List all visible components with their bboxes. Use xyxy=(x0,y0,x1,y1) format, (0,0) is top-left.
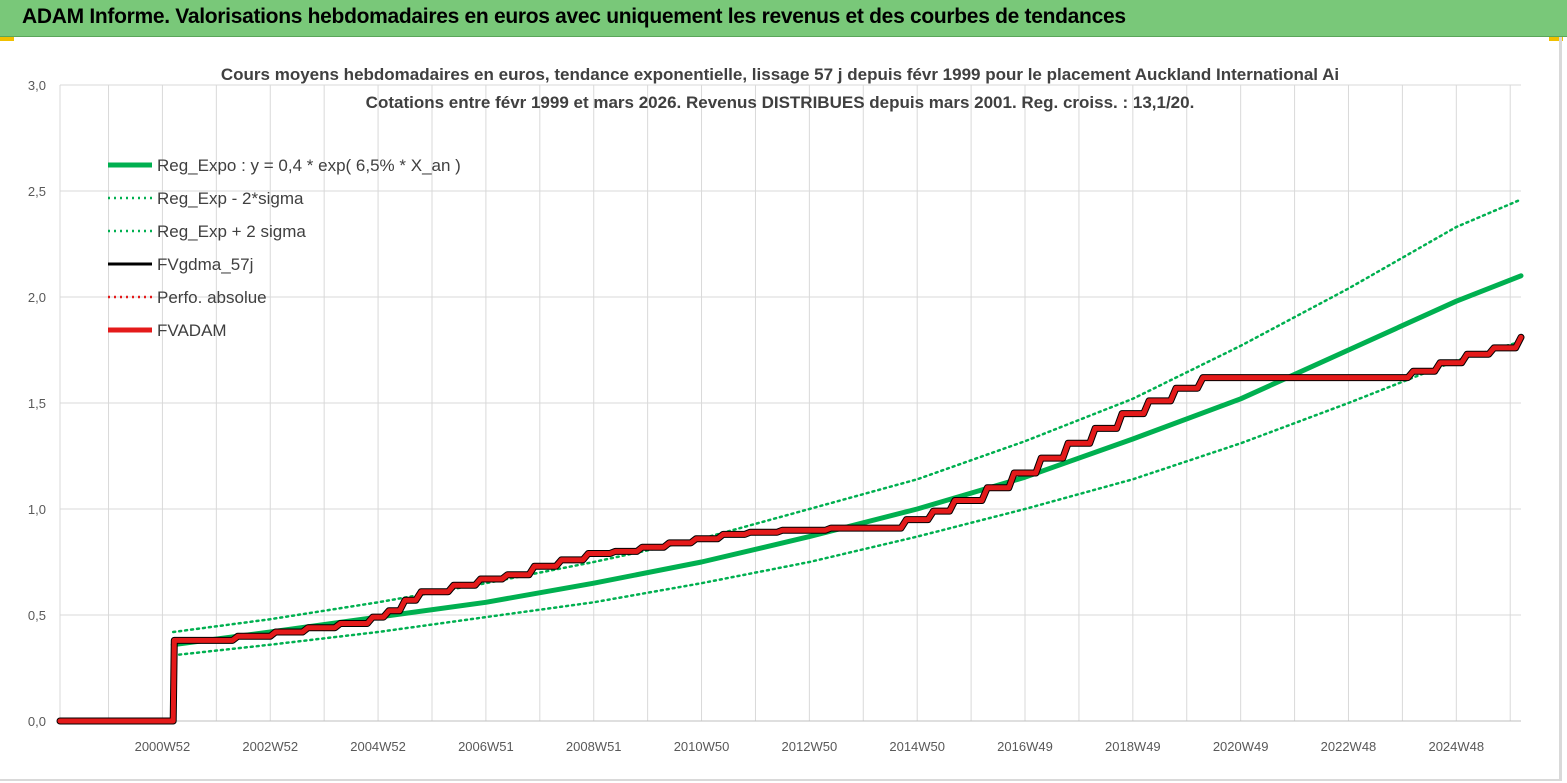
x-tick-label: 2002W52 xyxy=(242,739,298,754)
legend-label: Reg_Exp + 2 sigma xyxy=(157,222,306,241)
x-tick-label: 2006W51 xyxy=(458,739,514,754)
series-line-1 xyxy=(171,340,1523,657)
series-line-5 xyxy=(57,334,1524,724)
legend-label: FVgdma_57j xyxy=(157,255,253,274)
corner-marker xyxy=(1549,37,1563,41)
x-tick-label: 2020W49 xyxy=(1213,739,1269,754)
x-tick-label: 2010W50 xyxy=(674,739,730,754)
y-tick-label: 0,5 xyxy=(28,608,46,623)
y-tick-label: 2,0 xyxy=(28,290,46,305)
x-tick-label: 2018W49 xyxy=(1105,739,1161,754)
legend: Reg_Expo : y = 0,4 * exp( 6,5% * X_an ) R… xyxy=(108,156,461,340)
x-tick-label: 2004W52 xyxy=(350,739,406,754)
gridlines xyxy=(59,84,1521,722)
x-tick-label: 2012W50 xyxy=(782,739,838,754)
series-line-0 xyxy=(170,273,1524,648)
x-tick-label: 2024W48 xyxy=(1428,739,1484,754)
y-tick-label: 2,5 xyxy=(28,184,46,199)
chart-subtitle: Cotations entre févr 1999 et mars 2026. … xyxy=(366,93,1195,112)
series-lines xyxy=(56,198,1525,725)
x-tick-label: 2000W52 xyxy=(135,739,191,754)
legend-label: Reg_Exp - 2*sigma xyxy=(157,189,304,208)
x-tick-label: 2008W51 xyxy=(566,739,622,754)
legend-label: Reg_Expo : y = 0,4 * exp( 6,5% * X_an ) xyxy=(157,156,461,175)
report-header: ADAM Informe. Valorisations hebdomadaire… xyxy=(0,0,1567,37)
y-tick-label: 3,0 xyxy=(28,78,46,93)
legend-label: Perfo. absolue xyxy=(157,288,267,307)
corner-marker xyxy=(0,37,14,41)
x-tick-label: 2022W48 xyxy=(1321,739,1377,754)
chart-title: Cours moyens hebdomadaires en euros, ten… xyxy=(221,65,1339,84)
axes: 0,0 0,5 1,0 1,5 2,0 2,5 3,0 2000W52 2002W52 2004W… xyxy=(28,78,1521,754)
report-title: ADAM Informe. Valorisations hebdomadaire… xyxy=(22,5,1126,28)
chart-area: 0,0 0,5 1,0 1,5 2,0 2,5 3,0 2000W52 2002W52 2004W… xyxy=(0,37,1562,781)
y-tick-label: 1,0 xyxy=(28,502,46,517)
series-line-2 xyxy=(171,198,1523,634)
y-tick-label: 1,5 xyxy=(28,396,46,411)
legend-label: FVADAM xyxy=(157,321,227,340)
x-tick-label: 2014W50 xyxy=(889,739,945,754)
line-chart: 0,0 0,5 1,0 1,5 2,0 2,5 3,0 2000W52 2002W52 2004W… xyxy=(28,65,1525,754)
x-tick-label: 2016W49 xyxy=(997,739,1053,754)
y-tick-label: 0,0 xyxy=(28,714,46,729)
